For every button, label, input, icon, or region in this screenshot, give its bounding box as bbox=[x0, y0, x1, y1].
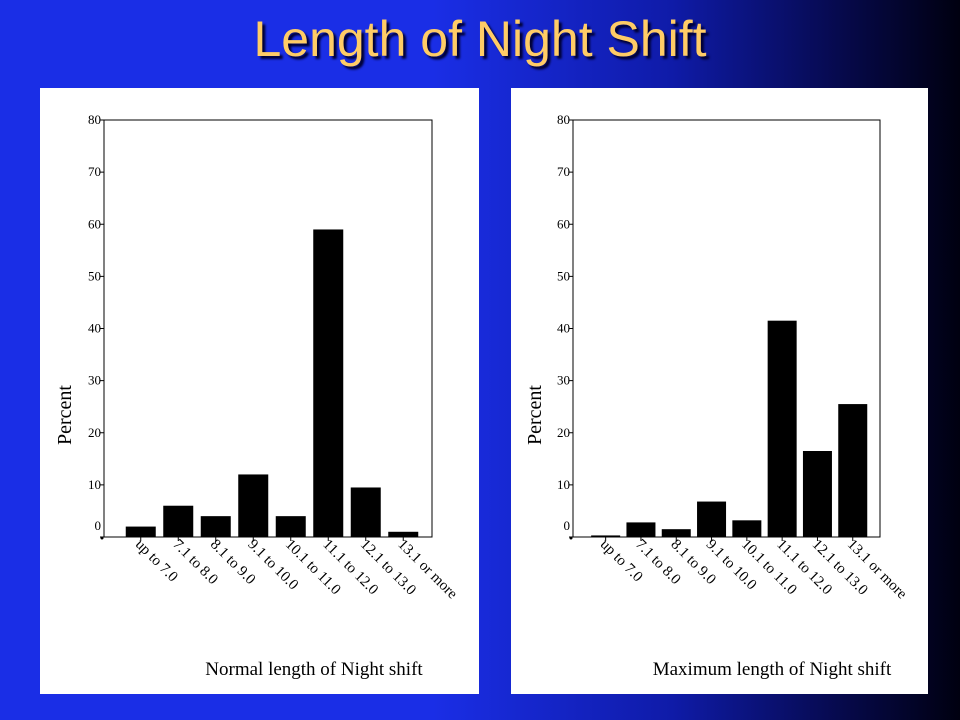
bar-9-1-to-10-0 bbox=[238, 474, 269, 537]
y-tick-label: 0 bbox=[95, 518, 102, 533]
y-tick-label: 20 bbox=[88, 425, 101, 440]
chart-panel-normal: 0 10 20 30 40 50 60 70 80 Percent up to 7.0 7.1 to … bbox=[40, 88, 479, 694]
bar-7-1-to-8-0 bbox=[163, 505, 194, 537]
bar-12-1-to-13-0 bbox=[802, 450, 832, 537]
bar-7-1-to-8-0 bbox=[626, 522, 656, 537]
bar-up-to-7-0 bbox=[125, 526, 156, 537]
bar-10-1-to-11-0 bbox=[275, 516, 306, 537]
y-tick-label: 70 bbox=[88, 164, 101, 179]
y-tick-label: 40 bbox=[88, 321, 101, 336]
y-tick-label: 30 bbox=[557, 373, 570, 388]
y-tick-label: 10 bbox=[88, 477, 101, 492]
x-axis-label: Maximum length of Night shift bbox=[653, 659, 892, 680]
y-tick-label: 40 bbox=[557, 321, 570, 336]
y-axis-label: Percent bbox=[524, 385, 546, 445]
chart-panel-maximum: 0 10 20 30 40 50 60 70 80 Percent up to 7.0 7.1 to … bbox=[511, 88, 928, 694]
y-tick-label: 50 bbox=[557, 268, 570, 283]
y-tick-label: 10 bbox=[557, 477, 570, 492]
x-axis-label: Normal length of Night shift bbox=[205, 659, 423, 680]
y-tick-label: 80 bbox=[88, 112, 101, 127]
bar-12-1-to-13-0 bbox=[350, 487, 381, 537]
bar-11-1-to-12-0 bbox=[767, 320, 797, 537]
origin-dot bbox=[569, 536, 573, 540]
y-tick-label: 60 bbox=[557, 216, 570, 231]
y-tick-label: 30 bbox=[88, 373, 101, 388]
origin-dot bbox=[100, 536, 104, 540]
plot-frame bbox=[572, 119, 881, 538]
y-tick-label: 80 bbox=[557, 112, 570, 127]
bar-9-1-to-10-0 bbox=[697, 501, 727, 537]
bar-10-1-to-11-0 bbox=[732, 520, 762, 537]
slide-title: Length of Night Shift bbox=[253, 11, 707, 67]
y-tick-label: 70 bbox=[557, 164, 570, 179]
bar-8-1-to-9-0 bbox=[200, 516, 231, 537]
bar-11-1-to-12-0 bbox=[313, 229, 344, 537]
y-tick-label: 50 bbox=[88, 268, 101, 283]
y-axis-label: Percent bbox=[54, 385, 76, 445]
y-tick-label: 20 bbox=[557, 425, 570, 440]
y-tick-label: 60 bbox=[88, 216, 101, 231]
bar-8-1-to-9-0 bbox=[661, 529, 691, 537]
bar-up-to-7-0 bbox=[591, 535, 621, 537]
y-tick-label: 0 bbox=[564, 518, 571, 533]
bar-13-1-or-more bbox=[388, 531, 419, 537]
bar-13-1-or-more bbox=[838, 404, 868, 537]
